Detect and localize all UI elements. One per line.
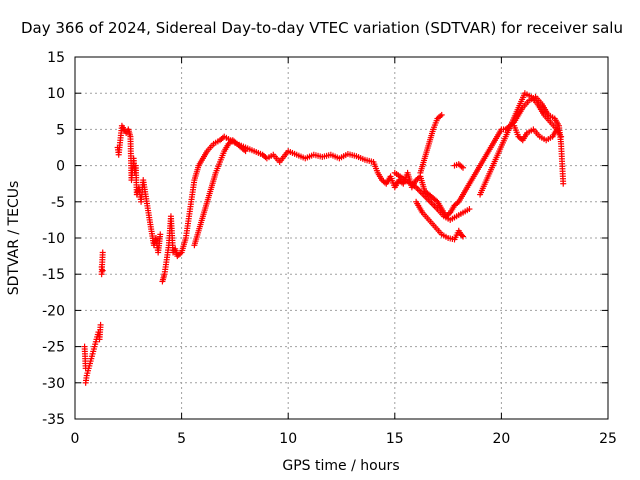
data-point bbox=[466, 206, 473, 213]
y-tick-label: -5 bbox=[51, 195, 65, 211]
x-tick-label: 20 bbox=[492, 431, 510, 447]
data-point bbox=[157, 231, 164, 238]
data-point bbox=[458, 232, 465, 239]
x-axis-label: GPS time / hours bbox=[282, 458, 399, 474]
y-tick-label: -25 bbox=[42, 340, 65, 356]
data-point bbox=[553, 126, 560, 133]
data-point bbox=[99, 267, 106, 274]
y-tick-label: -30 bbox=[42, 376, 65, 392]
x-tick-label: 25 bbox=[599, 431, 617, 447]
y-tick-label: -35 bbox=[42, 412, 65, 428]
y-tick-label: -10 bbox=[42, 231, 65, 247]
axis-ticks: 0 5 10 15 20 25 -35 -30 -25 -20 -15 -10 -5 0 5 10 15 bbox=[42, 50, 617, 447]
data-point bbox=[460, 164, 467, 171]
chart-title: Day 366 of 2024, Sidereal Day-to-day VTE… bbox=[21, 19, 623, 37]
data-point bbox=[438, 111, 445, 118]
grid-lines bbox=[75, 57, 608, 419]
data-point bbox=[99, 249, 106, 256]
x-tick-label: 10 bbox=[279, 431, 297, 447]
data-point bbox=[560, 180, 567, 187]
data-point bbox=[242, 148, 249, 155]
x-tick-label: 15 bbox=[386, 431, 404, 447]
data-point bbox=[460, 233, 467, 240]
y-tick-label: -20 bbox=[42, 303, 65, 319]
x-tick-label: 0 bbox=[71, 431, 80, 447]
y-tick-label: 15 bbox=[47, 50, 65, 66]
data-point bbox=[97, 321, 104, 328]
y-tick-label: 5 bbox=[56, 122, 65, 138]
data-point bbox=[558, 133, 565, 140]
y-tick-label: 10 bbox=[47, 86, 65, 102]
data-points bbox=[81, 90, 567, 386]
x-tick-label: 5 bbox=[177, 431, 186, 447]
y-tick-label: 0 bbox=[56, 159, 65, 175]
y-tick-label: -15 bbox=[42, 267, 65, 283]
y-axis-label: SDTVAR / TECUs bbox=[6, 181, 22, 296]
